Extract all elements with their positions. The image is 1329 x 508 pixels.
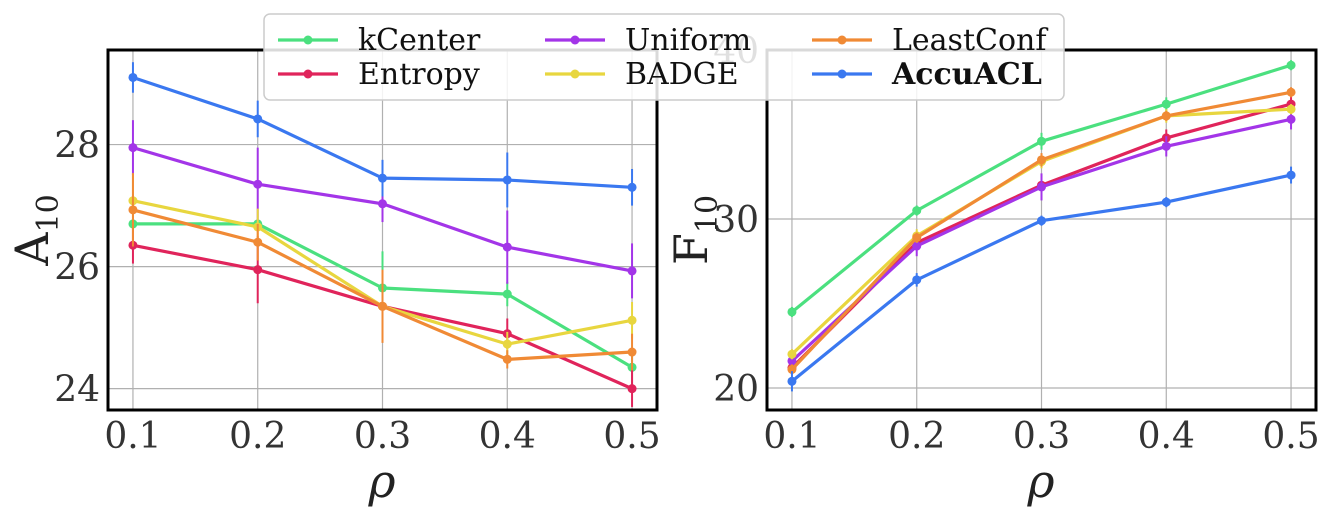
left-y-ticks: 24 26 28: [54, 126, 100, 411]
left-point-entropy: [627, 384, 637, 394]
right-point-accuacl: [1286, 170, 1296, 180]
left-point-uniform: [627, 266, 637, 276]
legend-label-uniform: Uniform: [625, 23, 751, 58]
right-point-uniform: [1037, 182, 1046, 192]
right-point-kcenter: [912, 206, 922, 216]
right-point-accuacl: [1161, 197, 1171, 207]
legend-label-badge: BADGE: [625, 57, 739, 92]
left-x-tick-label: 0.4: [479, 416, 536, 457]
right-point-badge: [1286, 104, 1296, 114]
left-x-axis-label: ρ: [367, 454, 395, 508]
left-series-leastconf: [128, 173, 637, 371]
left-point-badge: [502, 339, 512, 349]
right-point-leastconf: [787, 364, 797, 374]
right-x-tick-label: 0.2: [888, 416, 945, 457]
left-point-leastconf: [253, 237, 263, 247]
left-point-leastconf: [627, 347, 637, 357]
right-point-kcenter: [1161, 99, 1171, 109]
right-y-axis-label: F10: [664, 195, 725, 265]
left-y-label-sub: 10: [31, 194, 66, 232]
left-point-kcenter: [502, 289, 512, 299]
right-point-accuacl: [787, 376, 797, 386]
right-point-accuacl: [1037, 216, 1046, 226]
left-y-axis-label: A10: [5, 194, 66, 266]
right-chart-panel: 0.10.20.30.40.5 203040 ρ F10: [664, 31, 1320, 508]
right-point-uniform: [1161, 141, 1171, 151]
right-point-uniform: [912, 241, 922, 251]
right-point-badge: [787, 349, 797, 359]
legend-swatch-marker-entropy: [303, 69, 313, 79]
legend-label-entropy: Entropy: [358, 57, 480, 92]
left-y-tick-label: 28: [54, 126, 100, 167]
left-x-tick-label: 0.5: [603, 416, 660, 457]
left-point-accuacl: [502, 175, 512, 185]
left-point-uniform: [502, 242, 512, 252]
left-point-accuacl: [128, 72, 138, 82]
left-y-tick-label: 24: [54, 370, 100, 411]
legend-swatch-marker-kcenter: [303, 35, 313, 45]
left-point-entropy: [253, 265, 263, 275]
legend-item-accuacl: AccuACL: [812, 57, 1042, 92]
left-y-tick-label: 26: [54, 248, 100, 289]
right-point-leastconf: [1161, 111, 1171, 121]
left-point-leastconf: [502, 354, 512, 364]
legend-swatch-marker-uniform: [570, 35, 580, 45]
right-x-tick-label: 0.1: [763, 416, 820, 457]
right-x-ticks: 0.1 0.2 0.3 0.4 0.5: [763, 416, 1319, 457]
legend-item-leastconf: LeastConf: [812, 23, 1048, 58]
left-x-tick-label: 0.3: [354, 416, 411, 457]
left-point-badge: [627, 315, 637, 325]
legend-label-accuacl: AccuACL: [891, 57, 1042, 92]
right-point-kcenter: [787, 307, 797, 317]
legend-box: [263, 13, 1065, 101]
left-point-uniform: [378, 199, 387, 209]
legend-swatch-marker-accuacl: [837, 69, 847, 79]
left-point-leastconf: [378, 301, 387, 311]
right-point-leastconf: [1286, 87, 1296, 97]
right-x-tick-label: 0.3: [1013, 416, 1070, 457]
right-point-uniform: [1286, 114, 1296, 124]
right-series-accuacl: [787, 166, 1296, 392]
left-x-ticks: 0.1 0.2 0.3 0.4 0.5: [104, 416, 660, 457]
left-point-uniform: [128, 143, 138, 153]
legend-swatch-marker-leastconf: [837, 35, 847, 45]
legend-item-uniform: Uniform: [545, 23, 751, 58]
legend-item-entropy: Entropy: [278, 57, 480, 92]
left-series-accuacl: [128, 62, 637, 208]
left-point-accuacl: [253, 114, 263, 124]
right-point-uniform: [787, 356, 797, 366]
right-x-tick-label: 0.4: [1138, 416, 1195, 457]
right-point-kcenter: [1037, 136, 1046, 146]
right-series-group: [787, 60, 1296, 392]
left-point-uniform: [253, 179, 263, 189]
right-series-leastconf: [787, 87, 1296, 375]
left-x-tick-label: 0.2: [229, 416, 286, 457]
right-point-leastconf: [1037, 155, 1046, 165]
legend-item-kcenter: kCenter: [278, 23, 481, 58]
right-y-label-main: F: [664, 233, 718, 265]
left-series-group: [128, 62, 637, 407]
left-point-leastconf: [128, 205, 138, 215]
right-point-kcenter: [1286, 60, 1296, 70]
right-series-kcenter: [787, 60, 1296, 318]
legend-label-leastconf: LeastConf: [892, 23, 1048, 58]
right-y-tick-label: 30: [713, 200, 759, 241]
right-x-tick-label: 0.5: [1262, 416, 1319, 457]
legend-swatch-marker-badge: [570, 69, 580, 79]
legend-label-kcenter: kCenter: [358, 23, 481, 58]
left-point-accuacl: [378, 173, 387, 183]
right-y-tick-label: 20: [713, 369, 759, 410]
left-chart-panel: 0.1 0.2 0.3 0.4 0.5 24 26 28 ρ A10: [5, 48, 661, 508]
legend-item-badge: BADGE: [545, 57, 739, 92]
right-y-label-sub: 10: [690, 195, 725, 233]
left-y-label-main: A: [5, 232, 59, 267]
left-x-tick-label: 0.1: [104, 416, 161, 457]
right-point-leastconf: [912, 233, 922, 243]
right-point-accuacl: [912, 275, 922, 285]
right-x-axis-label: ρ: [1026, 454, 1054, 508]
left-point-accuacl: [627, 182, 637, 192]
